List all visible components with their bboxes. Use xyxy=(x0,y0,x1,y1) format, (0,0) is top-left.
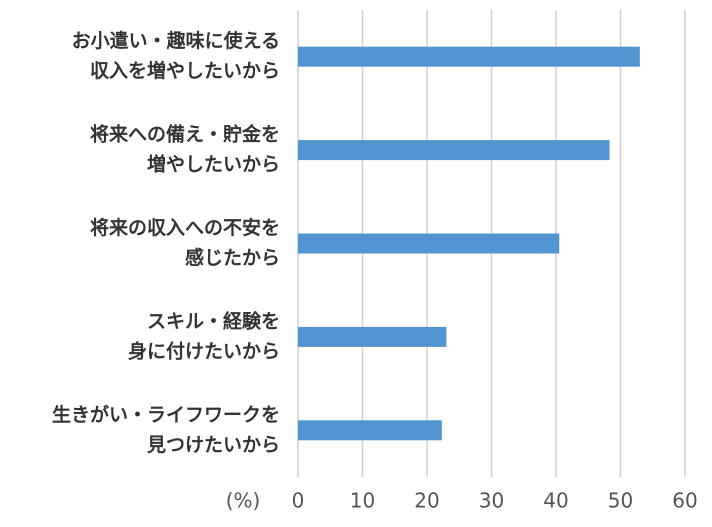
x-axis-label: (%) xyxy=(226,489,261,513)
y-tick-label: 増やしたいから xyxy=(147,153,280,176)
y-tick-label: 見つけたいから xyxy=(147,434,280,456)
y-tick-label: スキル・経験を xyxy=(147,309,280,332)
x-tick-label: 0 xyxy=(292,489,305,513)
bar xyxy=(298,140,610,161)
bar xyxy=(298,326,447,347)
bar xyxy=(298,233,560,254)
bar xyxy=(298,46,640,67)
y-tick-label: 感じたから xyxy=(185,246,280,269)
y-tick-label: 生きがい・ライフワークを xyxy=(52,403,280,426)
x-tick-label: 40 xyxy=(543,489,568,513)
x-tick-label: 10 xyxy=(350,489,375,513)
y-tick-label: 身に付けたいから xyxy=(128,339,280,362)
x-tick-label: 60 xyxy=(672,489,697,513)
y-tick-label: お小遣い・趣味に使える xyxy=(72,29,280,52)
x-tick-label: 30 xyxy=(479,489,504,513)
bar xyxy=(298,420,442,441)
x-tick-label: 20 xyxy=(414,489,439,513)
y-tick-label: 将来の収入への不安を xyxy=(90,216,280,239)
y-tick-label: 将来への備え・貯金を xyxy=(90,123,280,146)
x-tick-label: 50 xyxy=(608,489,633,513)
y-tick-label: 収入を増やしたいから xyxy=(90,59,280,82)
